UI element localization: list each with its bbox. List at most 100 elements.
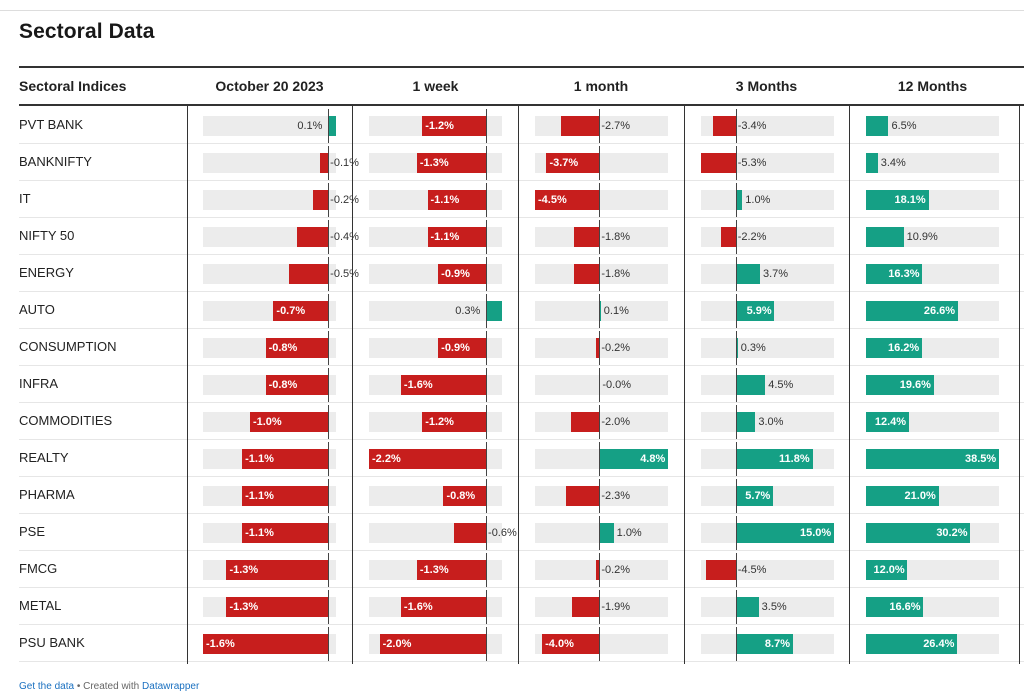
cell-1week: -1.1% [369,180,502,217]
top-border [0,10,1024,11]
value-label: 0.1% [603,305,629,317]
bar-mark [866,412,909,432]
bar-mark [735,523,834,543]
value-label: -4.5% [737,564,767,576]
zero-line [328,294,330,328]
zero-line [735,183,737,217]
zero-line [599,368,601,402]
value-label: -3.7% [549,157,579,169]
cell-1week: -0.6% [369,513,517,550]
value-label: -1.6% [403,601,433,613]
cell-oct20: -0.8% [203,328,336,365]
value-label: -1.3% [229,564,259,576]
bar-mark [320,153,329,173]
bar-mark [416,560,487,580]
column-divider [1019,104,1020,664]
cell-12months: 38.5% [866,439,999,476]
footer: Get the data • Created with Datawrapper [19,681,199,692]
table-row: INFRA -0.8% -1.6% -0.0% 4.5% 19.6% [19,365,1024,403]
bar-track [535,338,668,358]
zero-line [599,553,601,587]
cell-3months: 11.8% [701,439,834,476]
zero-line [328,553,330,587]
bar-mark [328,116,336,136]
zero-line [328,331,330,365]
column-divider [187,104,188,664]
value-label: 1.0% [745,194,771,206]
value-label: -0.8% [268,379,298,391]
cell-oct20: 0.1% [203,106,336,143]
bar-mark [560,116,600,136]
zero-line [599,257,601,291]
value-label: 6.5% [891,120,917,132]
value-label: -0.2% [601,342,631,354]
zero-line [486,405,488,439]
column-header-1month: 1 month [573,78,629,94]
cell-oct20: -0.5% [203,254,359,291]
value-label: -1.3% [419,564,449,576]
cell-1month: -0.0% [535,365,668,402]
row-label: BANKNIFTY [19,154,92,169]
bar-mark [427,227,487,247]
bar-mark [735,412,756,432]
bar-mark [735,301,775,321]
zero-line [599,220,601,254]
value-label: 0.1% [297,120,323,132]
zero-line [735,294,737,328]
row-label: IT [19,191,31,206]
bar-track [535,560,668,580]
cell-12months: 12.4% [866,402,999,439]
table-row: FMCG -1.3% -1.3% -0.2% -4.5% 12.0% [19,550,1024,588]
get-data-link[interactable]: Get the data [19,681,75,692]
zero-line [735,368,737,402]
bar-mark [735,375,766,395]
value-label: 3.0% [758,416,784,428]
zero-line [328,368,330,402]
value-label: -1.2% [425,416,454,428]
cell-12months: 16.2% [866,328,999,365]
cell-1week: -1.3% [369,143,502,180]
cell-oct20: -1.3% [203,550,336,587]
bar-mark [242,449,329,469]
zero-line [486,220,488,254]
cell-1month: -1.8% [535,217,668,254]
zero-line [735,627,737,661]
zero-line [486,516,488,550]
cell-1month: 4.8% [535,439,668,476]
table-row: IT -0.2% -1.1% -4.5% 1.0% 18.1% [19,180,1024,218]
cell-3months: -3.4% [701,106,834,143]
bar-mark [573,264,600,284]
bar-mark [273,301,329,321]
bar-mark [438,338,487,358]
row-label: CONSUMPTION [19,339,117,354]
row-label: ENERGY [19,265,74,280]
cell-12months: 26.4% [866,624,999,661]
bar-mark [427,190,487,210]
cell-oct20: -0.2% [203,180,359,217]
datawrapper-link[interactable]: Datawrapper [142,681,200,692]
table-row: AUTO -0.7% 0.3% 0.1% 5.9% 26.6% [19,291,1024,329]
cell-12months: 18.1% [866,180,999,217]
table-row: PSU BANK -1.6% -2.0% -4.0% 8.7% 26.4% [19,624,1024,662]
bar-mark [546,153,600,173]
value-label: -1.8% [601,268,631,280]
bar-track [369,301,502,321]
bar-mark [312,190,329,210]
zero-line [735,109,737,143]
cell-oct20: -1.1% [203,476,336,513]
value-label: 19.6% [899,379,931,391]
bar-mark [866,523,971,543]
cell-12months: 3.4% [866,143,999,180]
value-label: -1.6% [403,379,433,391]
cell-3months: 3.7% [701,254,834,291]
bar-mark [400,597,487,617]
cell-3months: 1.0% [701,180,834,217]
bar-track [203,153,336,173]
bar-mark [265,375,329,395]
zero-line [486,294,488,328]
column-divider [352,104,353,664]
cell-12months: 26.6% [866,291,999,328]
row-label: INFRA [19,376,58,391]
zero-line [486,146,488,180]
bar-mark [265,338,329,358]
